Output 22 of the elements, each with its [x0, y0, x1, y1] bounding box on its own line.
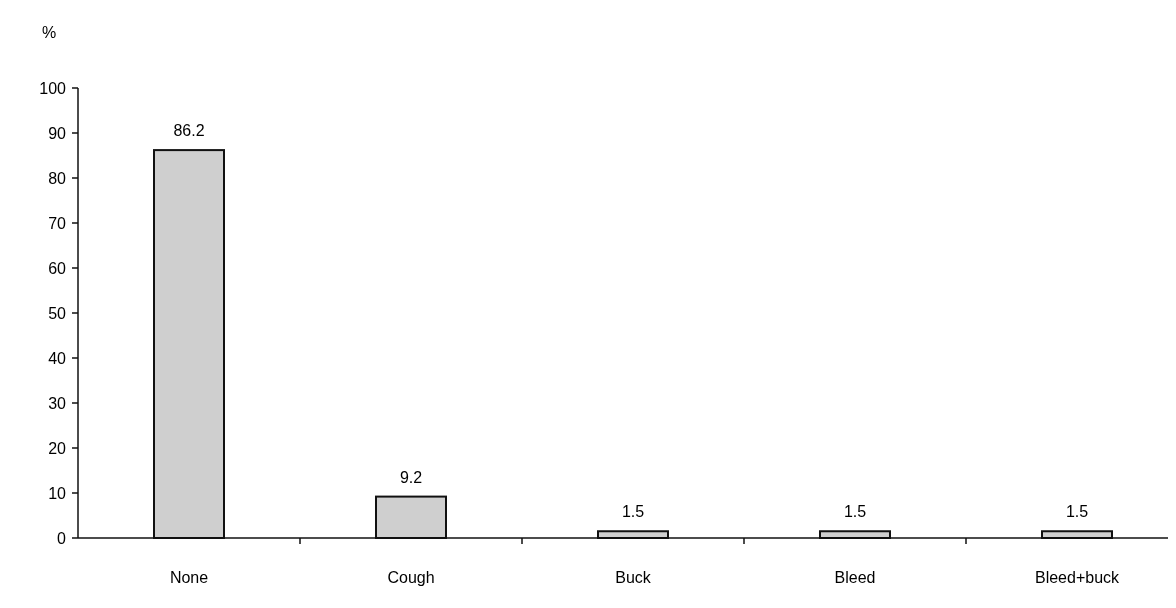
y-tick-label: 20 — [48, 439, 67, 457]
data-label: 9.2 — [399, 468, 423, 486]
y-tick-label: 70 — [48, 214, 67, 232]
y-tick-label: 90 — [48, 124, 67, 142]
x-tick-label: Cough — [387, 569, 435, 586]
data-label: 1.5 — [1065, 503, 1089, 521]
y-tick-label: 40 — [48, 349, 67, 367]
y-tick-label: 10 — [48, 484, 67, 502]
y-axis-title: % — [42, 24, 57, 41]
y-tick-label: 80 — [48, 169, 67, 187]
y-tick-label: 100 — [39, 79, 67, 97]
y-tick-label: 50 — [48, 304, 67, 322]
x-tick-label: None — [169, 569, 209, 586]
x-tick-label: Buck — [615, 569, 652, 586]
data-label: 1.5 — [621, 503, 645, 521]
y-tick-label: 30 — [48, 394, 67, 412]
y-tick-label: 60 — [48, 259, 67, 277]
data-label: 86.2 — [173, 122, 205, 140]
x-tick-label: Bleed+buck — [1034, 569, 1121, 586]
y-tick-label: 0 — [57, 529, 67, 547]
data-label: 1.5 — [843, 503, 867, 521]
x-tick-label: Bleed — [834, 569, 876, 586]
